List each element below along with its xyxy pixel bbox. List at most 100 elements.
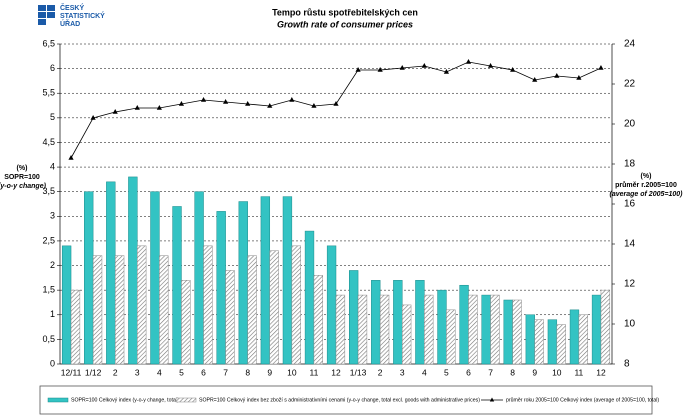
marker bbox=[377, 67, 383, 72]
chart-subtitle: Growth rate of consumer prices bbox=[277, 19, 413, 29]
bar bbox=[313, 275, 324, 365]
bar bbox=[481, 294, 491, 365]
y2-axis-label: (average of 2005=100) bbox=[610, 191, 684, 198]
marker bbox=[355, 67, 361, 72]
bar bbox=[247, 255, 257, 365]
legend-label: průměr roku 2005=100 Celkový index (aver… bbox=[506, 396, 659, 403]
bar bbox=[216, 211, 226, 365]
bar bbox=[114, 255, 125, 365]
marker bbox=[289, 97, 295, 102]
bar bbox=[159, 255, 169, 365]
bar bbox=[415, 280, 425, 365]
x-tick-label: 6 bbox=[466, 367, 471, 377]
legend-marker bbox=[489, 397, 495, 402]
marker bbox=[267, 103, 273, 108]
y-tick-label: 3,5 bbox=[42, 186, 55, 196]
y-tick-label: 1 bbox=[50, 309, 55, 319]
y2-tick-label: 20 bbox=[624, 119, 636, 130]
bar bbox=[137, 245, 147, 365]
marker bbox=[156, 105, 162, 110]
legend-label: SOPR=100 Celkový index (y-o-y change, to… bbox=[71, 397, 179, 403]
y2-tick-label: 22 bbox=[624, 79, 636, 90]
bar bbox=[326, 245, 337, 365]
bar bbox=[459, 284, 469, 365]
x-tick-label: 4 bbox=[422, 367, 427, 377]
x-tick-label: 11 bbox=[574, 367, 583, 377]
y-tick-label: 2 bbox=[50, 260, 55, 270]
y-axis-label: SOPR=100 bbox=[4, 174, 40, 181]
bar bbox=[291, 245, 301, 365]
x-tick-label: 8 bbox=[510, 367, 515, 377]
y-tick-label: 4 bbox=[50, 161, 55, 171]
marker bbox=[90, 115, 96, 120]
bar bbox=[569, 309, 580, 365]
marker bbox=[554, 73, 560, 78]
logo-text: STATISTICKÝ bbox=[60, 11, 105, 20]
bar bbox=[70, 289, 81, 365]
y2-tick-label: 8 bbox=[624, 359, 630, 370]
marker bbox=[200, 97, 207, 102]
marker bbox=[598, 65, 604, 70]
marker bbox=[510, 67, 516, 72]
bar bbox=[335, 294, 346, 365]
y-tick-label: 5 bbox=[50, 112, 55, 122]
x-tick-label: 12 bbox=[331, 367, 341, 377]
bar bbox=[547, 319, 558, 365]
y-axis-label: (%) bbox=[17, 165, 28, 172]
bar bbox=[393, 280, 403, 365]
x-tick-label: 9 bbox=[267, 367, 272, 377]
marker bbox=[134, 105, 140, 110]
line bbox=[70, 61, 602, 159]
bar bbox=[304, 230, 315, 365]
bar bbox=[150, 191, 160, 365]
y2-axis-label: (%) bbox=[641, 173, 652, 180]
bar bbox=[260, 196, 271, 365]
bar bbox=[424, 294, 434, 365]
legend-swatch bbox=[47, 397, 69, 403]
x-tick-label: 3 bbox=[135, 367, 140, 377]
bar bbox=[437, 289, 447, 365]
legend-label: SOPR=100 Celkový index bez zboží s admin… bbox=[199, 397, 480, 403]
marker bbox=[443, 69, 449, 74]
marker bbox=[487, 63, 494, 68]
bar bbox=[61, 245, 72, 365]
y2-tick-label: 12 bbox=[624, 279, 636, 290]
logo-text: ÚŘAD bbox=[60, 19, 80, 28]
logo: ČESKÝ STATISTICKÝ ÚŘAD bbox=[38, 3, 105, 28]
legend-swatch bbox=[175, 397, 197, 403]
bar bbox=[591, 294, 602, 365]
logo-text: ČESKÝ bbox=[60, 3, 84, 12]
marker bbox=[421, 63, 427, 68]
x-tick-label: 10 bbox=[552, 367, 562, 377]
bar bbox=[490, 294, 500, 365]
bar bbox=[512, 299, 522, 365]
bar bbox=[238, 201, 248, 365]
marker bbox=[465, 59, 472, 64]
marker bbox=[576, 75, 582, 80]
chart-title: Tempo růstu spotřebitelských cen bbox=[272, 7, 418, 17]
bar bbox=[468, 294, 478, 365]
x-tick-label: 12/11 bbox=[61, 367, 82, 377]
y2-tick-label: 24 bbox=[624, 39, 636, 50]
bar bbox=[269, 250, 279, 365]
bar bbox=[225, 270, 235, 365]
bar bbox=[348, 270, 359, 365]
x-tick-label: 7 bbox=[488, 367, 493, 377]
x-tick-label: 1/13 bbox=[350, 367, 367, 377]
y2-axis-label: průměr r.2005=100 bbox=[615, 181, 677, 189]
x-tick-label: 8 bbox=[245, 367, 250, 377]
x-tick-label: 2 bbox=[113, 367, 118, 377]
bar bbox=[379, 294, 390, 365]
y-tick-label: 3 bbox=[50, 211, 55, 221]
marker bbox=[178, 101, 185, 106]
x-tick-label: 9 bbox=[532, 367, 537, 377]
y-tick-label: 6,5 bbox=[42, 38, 55, 48]
y2-tick-label: 16 bbox=[624, 199, 636, 210]
y-tick-label: 5,5 bbox=[42, 88, 55, 98]
y2-tick-label: 14 bbox=[624, 239, 636, 250]
bar bbox=[203, 245, 213, 365]
y2-tick-label: 10 bbox=[624, 319, 636, 330]
x-tick-label: 2 bbox=[378, 367, 383, 377]
bar bbox=[401, 304, 412, 365]
bar bbox=[84, 191, 94, 365]
